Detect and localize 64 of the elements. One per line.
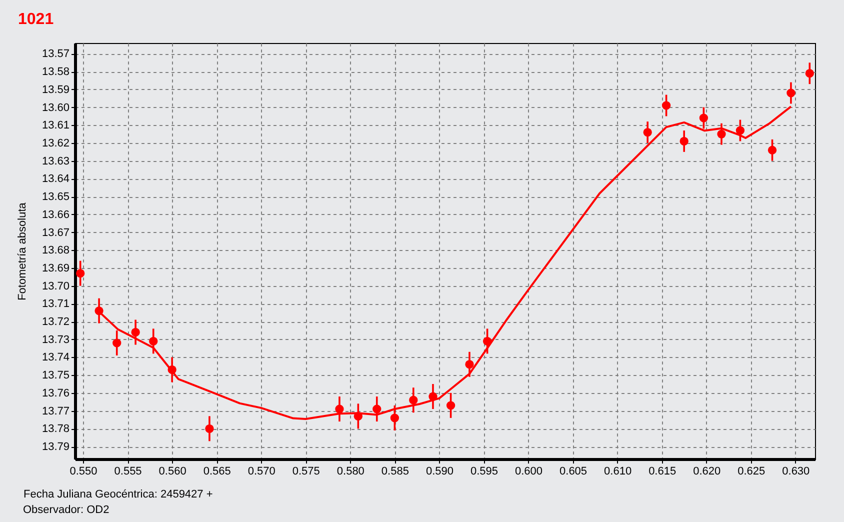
point [736, 126, 745, 135]
y-tick-label: 13.62 [42, 137, 70, 150]
x-tick-label: 0.575 [292, 466, 320, 478]
point [112, 338, 122, 348]
x-tick-label: 0.625 [738, 466, 766, 478]
x-tick-label: 0.585 [381, 466, 409, 478]
y-tick-label: 13.72 [42, 316, 70, 328]
x-tick-label: 0.595 [470, 466, 498, 478]
y-tick-label: 13.57 [42, 48, 70, 60]
y-tick-label: 13.76 [42, 387, 70, 400]
y-tick-label: 13.71 [42, 298, 70, 310]
x-tick-label: 0.565 [203, 466, 231, 478]
x-tick-label: 0.580 [336, 466, 364, 478]
x-tick-label: 0.590 [426, 466, 454, 478]
x-tick-label: 0.560 [158, 466, 186, 478]
point [662, 101, 671, 110]
point [465, 360, 474, 369]
point [805, 69, 814, 78]
y-tick-label: 13.68 [42, 244, 70, 257]
y-tick-label: 13.64 [42, 173, 70, 186]
point [372, 404, 382, 414]
point [786, 88, 796, 98]
point [768, 146, 777, 154]
y-tick-label: 13.65 [42, 191, 70, 204]
point [390, 414, 400, 422]
chart-title: 1021 [18, 11, 54, 28]
point [149, 336, 158, 346]
x-tick-label: 0.620 [693, 466, 721, 478]
point [680, 136, 688, 146]
y-axis-title: Fotometría absoluta [16, 202, 28, 300]
y-tick-label: 13.70 [42, 280, 70, 292]
x-tick-label: 0.615 [648, 466, 676, 478]
y-tick-label: 13.60 [42, 102, 70, 114]
y-tick-label: 13.63 [42, 155, 70, 168]
y-tick-label: 13.69 [42, 262, 70, 274]
y-tick-label: 13.67 [42, 226, 70, 239]
x-tick-label: 0.570 [248, 466, 276, 478]
point [76, 268, 85, 278]
y-tick-label: 13.79 [42, 441, 70, 453]
point [205, 424, 214, 433]
text: Observador: OD2 [23, 504, 110, 516]
point [699, 114, 708, 122]
x-tick-label: 0.610 [604, 466, 632, 478]
y-tick-label: 13.58 [42, 66, 70, 78]
x-axis-title: Fecha Juliana Geocéntrica: 2459427 + [24, 488, 213, 500]
point [409, 396, 418, 404]
y-tick-label: 13.74 [42, 352, 70, 364]
y-tick-label: 13.61 [42, 120, 70, 132]
y-tick-label: 13.66 [42, 208, 70, 221]
x-tick-label: 0.630 [782, 466, 810, 478]
point [446, 401, 456, 410]
y-tick-label: 13.77 [42, 405, 70, 418]
point [335, 404, 344, 414]
y-tick-label: 13.78 [42, 423, 70, 436]
y-tick-label: 13.59 [42, 84, 70, 96]
point [717, 130, 726, 138]
x-tick-label: 0.600 [514, 466, 543, 478]
point [131, 328, 140, 337]
x-tick-label: 0.550 [70, 466, 98, 478]
x-tick-label: 0.605 [560, 466, 588, 478]
point [643, 128, 652, 137]
y-tick-label: 13.73 [42, 334, 70, 346]
x-tick-label: 0.555 [114, 466, 142, 478]
y-tick-label: 13.75 [42, 370, 70, 382]
